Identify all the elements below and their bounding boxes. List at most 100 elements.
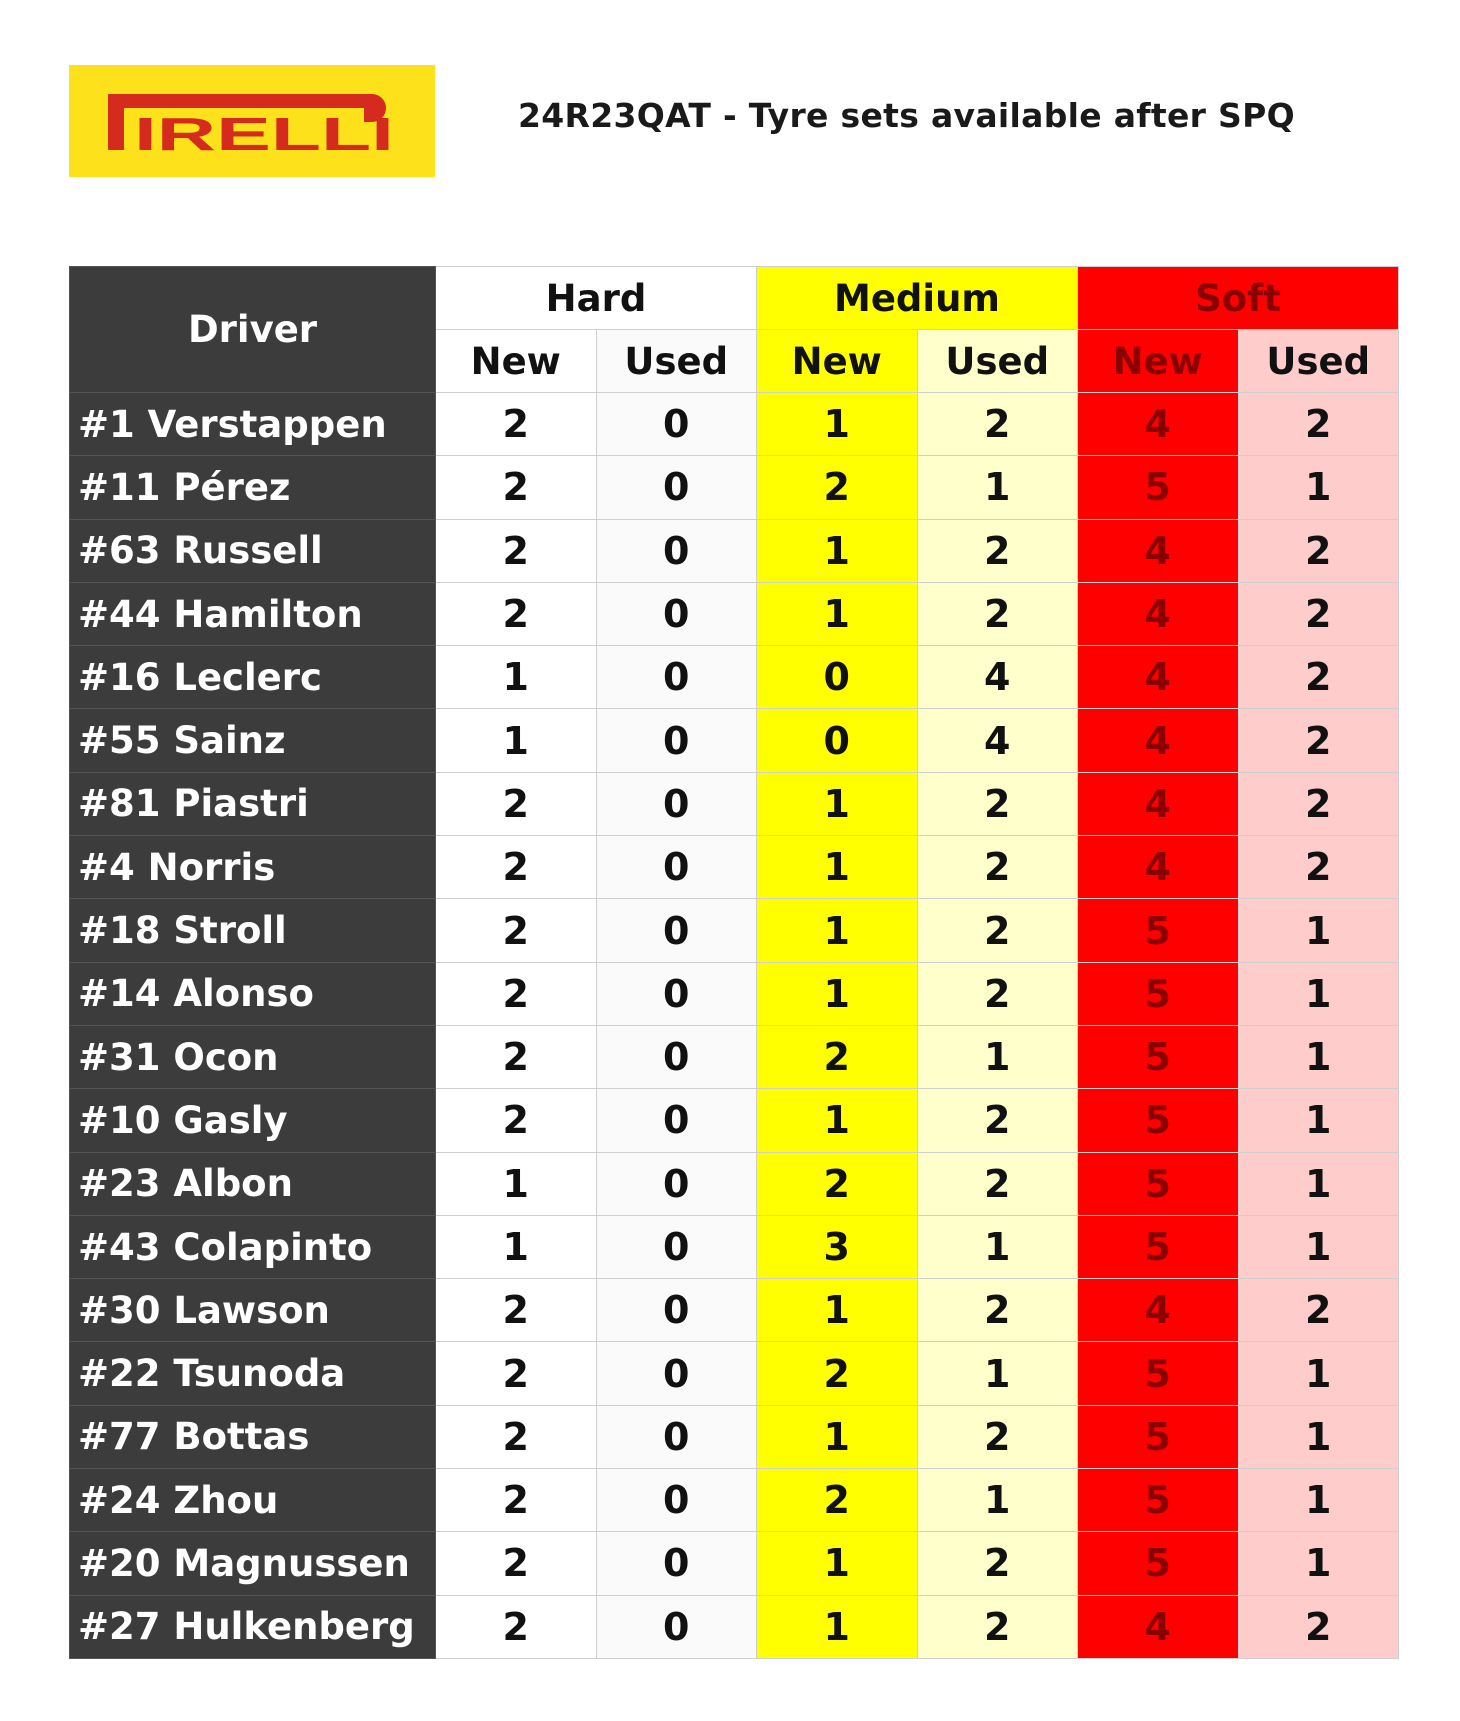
- soft-used-cell: 2: [1237, 708, 1399, 773]
- driver-name: #23 Albon: [69, 1151, 436, 1216]
- soft-used-cell: 1: [1237, 1404, 1399, 1470]
- soft-used-cell: 2: [1237, 1594, 1399, 1659]
- soft-used-cell: 1: [1237, 1151, 1399, 1216]
- medium-used-cell: 1: [916, 1341, 1078, 1406]
- hard-new-cell: 2: [435, 835, 597, 900]
- table-row: #77 Bottas 2 0 1 2 5 1: [69, 1404, 1399, 1470]
- hard-used-cell: 0: [595, 898, 757, 963]
- hard-used-cell: 0: [595, 1594, 757, 1659]
- driver-name: #22 Tsunoda: [69, 1341, 436, 1406]
- hard-new-cell: 2: [435, 1341, 597, 1406]
- medium-new-cell: 2: [756, 1024, 918, 1090]
- hard-new-cell: 2: [435, 1278, 597, 1343]
- subheader: Used: [916, 329, 1078, 393]
- table-row: #30 Lawson 2 0 1 2 4 2: [69, 1278, 1399, 1343]
- medium-new-cell: 1: [756, 1594, 918, 1659]
- medium-used-cell: 2: [916, 391, 1078, 457]
- hard-used-cell: 0: [595, 455, 757, 520]
- medium-used-cell: 2: [916, 1531, 1078, 1596]
- hard-used-cell: 0: [595, 391, 757, 457]
- hard-used-cell: 0: [595, 581, 757, 647]
- soft-used-cell: 1: [1237, 455, 1399, 520]
- pirelli-wordmark: IRELLI: [108, 94, 394, 156]
- soft-used-cell: 1: [1237, 1468, 1399, 1533]
- medium-new-cell: 1: [756, 835, 918, 900]
- hard-used-cell: 0: [595, 645, 757, 710]
- soft-new-cell: 4: [1077, 771, 1239, 837]
- driver-name: #44 Hamilton: [69, 581, 436, 647]
- soft-used-cell: 1: [1237, 1214, 1399, 1280]
- medium-new-cell: 3: [756, 1214, 918, 1280]
- medium-used-cell: 1: [916, 1024, 1078, 1090]
- table-row: #55 Sainz 1 0 0 4 4 2: [69, 708, 1399, 773]
- hard-new-cell: 2: [435, 961, 597, 1026]
- medium-used-cell: 2: [916, 1594, 1078, 1659]
- table-row: #16 Leclerc 1 0 0 4 4 2: [69, 645, 1399, 710]
- medium-new-cell: 1: [756, 1404, 918, 1470]
- medium-new-cell: 1: [756, 1531, 918, 1596]
- soft-used-cell: 2: [1237, 771, 1399, 837]
- driver-name: #81 Piastri: [69, 771, 436, 837]
- soft-new-cell: 5: [1077, 898, 1239, 963]
- medium-new-cell: 1: [756, 1278, 918, 1343]
- table-row: #27 Hulkenberg 2 0 1 2 4 2: [69, 1594, 1399, 1659]
- hard-new-cell: 2: [435, 1024, 597, 1090]
- soft-used-cell: 2: [1237, 391, 1399, 457]
- soft-used-cell: 1: [1237, 1531, 1399, 1596]
- subheader: New: [756, 329, 918, 393]
- hard-used-cell: 0: [595, 1151, 757, 1216]
- hard-used-cell: 0: [595, 771, 757, 837]
- driver-name: #43 Colapinto: [69, 1214, 436, 1280]
- hard-new-cell: 2: [435, 455, 597, 520]
- medium-new-cell: 1: [756, 898, 918, 963]
- medium-new-cell: 1: [756, 581, 918, 647]
- hard-new-cell: 1: [435, 708, 597, 773]
- hard-new-cell: 2: [435, 391, 597, 457]
- medium-used-cell: 2: [916, 581, 1078, 647]
- soft-new-cell: 5: [1077, 1024, 1239, 1090]
- hard-new-cell: 2: [435, 1531, 597, 1596]
- soft-new-cell: 4: [1077, 581, 1239, 647]
- driver-name: #1 Verstappen: [69, 391, 436, 457]
- table-row: #22 Tsunoda 2 0 2 1 5 1: [69, 1341, 1399, 1406]
- hard-used-cell: 0: [595, 961, 757, 1026]
- hard-used-cell: 0: [595, 1341, 757, 1406]
- medium-used-cell: 1: [916, 1468, 1078, 1533]
- medium-new-cell: 1: [756, 391, 918, 457]
- hard-used-cell: 0: [595, 1214, 757, 1280]
- medium-used-cell: 4: [916, 708, 1078, 773]
- hard-new-cell: 1: [435, 1151, 597, 1216]
- medium-new-cell: 2: [756, 1341, 918, 1406]
- table-row: #4 Norris 2 0 1 2 4 2: [69, 835, 1399, 900]
- hard-used-cell: 0: [595, 1468, 757, 1533]
- soft-new-cell: 4: [1077, 1278, 1239, 1343]
- soft-new-cell: 5: [1077, 1214, 1239, 1280]
- medium-used-cell: 2: [916, 1151, 1078, 1216]
- hard-used-cell: 0: [595, 835, 757, 900]
- subheader: New: [1077, 329, 1239, 393]
- medium-new-cell: 1: [756, 771, 918, 837]
- driver-name: #31 Ocon: [69, 1024, 436, 1090]
- hard-new-cell: 1: [435, 1214, 597, 1280]
- table-row: #63 Russell 2 0 1 2 4 2: [69, 518, 1399, 583]
- soft-new-cell: 5: [1077, 1531, 1239, 1596]
- medium-used-cell: 2: [916, 1404, 1078, 1470]
- soft-used-cell: 2: [1237, 835, 1399, 900]
- driver-name: #16 Leclerc: [69, 645, 436, 710]
- table-row: #11 Pérez 2 0 2 1 5 1: [69, 455, 1399, 520]
- hard-new-cell: 2: [435, 1404, 597, 1470]
- hard-new-cell: 1: [435, 645, 597, 710]
- hard-used-cell: 0: [595, 518, 757, 583]
- driver-name: #55 Sainz: [69, 708, 436, 773]
- driver-name: #10 Gasly: [69, 1088, 436, 1153]
- soft-new-cell: 5: [1077, 455, 1239, 520]
- subheader: New: [435, 329, 597, 393]
- table-row: #81 Piastri 2 0 1 2 4 2: [69, 771, 1399, 837]
- hard-new-cell: 2: [435, 518, 597, 583]
- soft-used-cell: 2: [1237, 645, 1399, 710]
- table-row: #31 Ocon 2 0 2 1 5 1: [69, 1024, 1399, 1090]
- driver-name: #14 Alonso: [69, 961, 436, 1026]
- soft-new-cell: 4: [1077, 518, 1239, 583]
- soft-new-cell: 4: [1077, 835, 1239, 900]
- soft-new-cell: 4: [1077, 391, 1239, 457]
